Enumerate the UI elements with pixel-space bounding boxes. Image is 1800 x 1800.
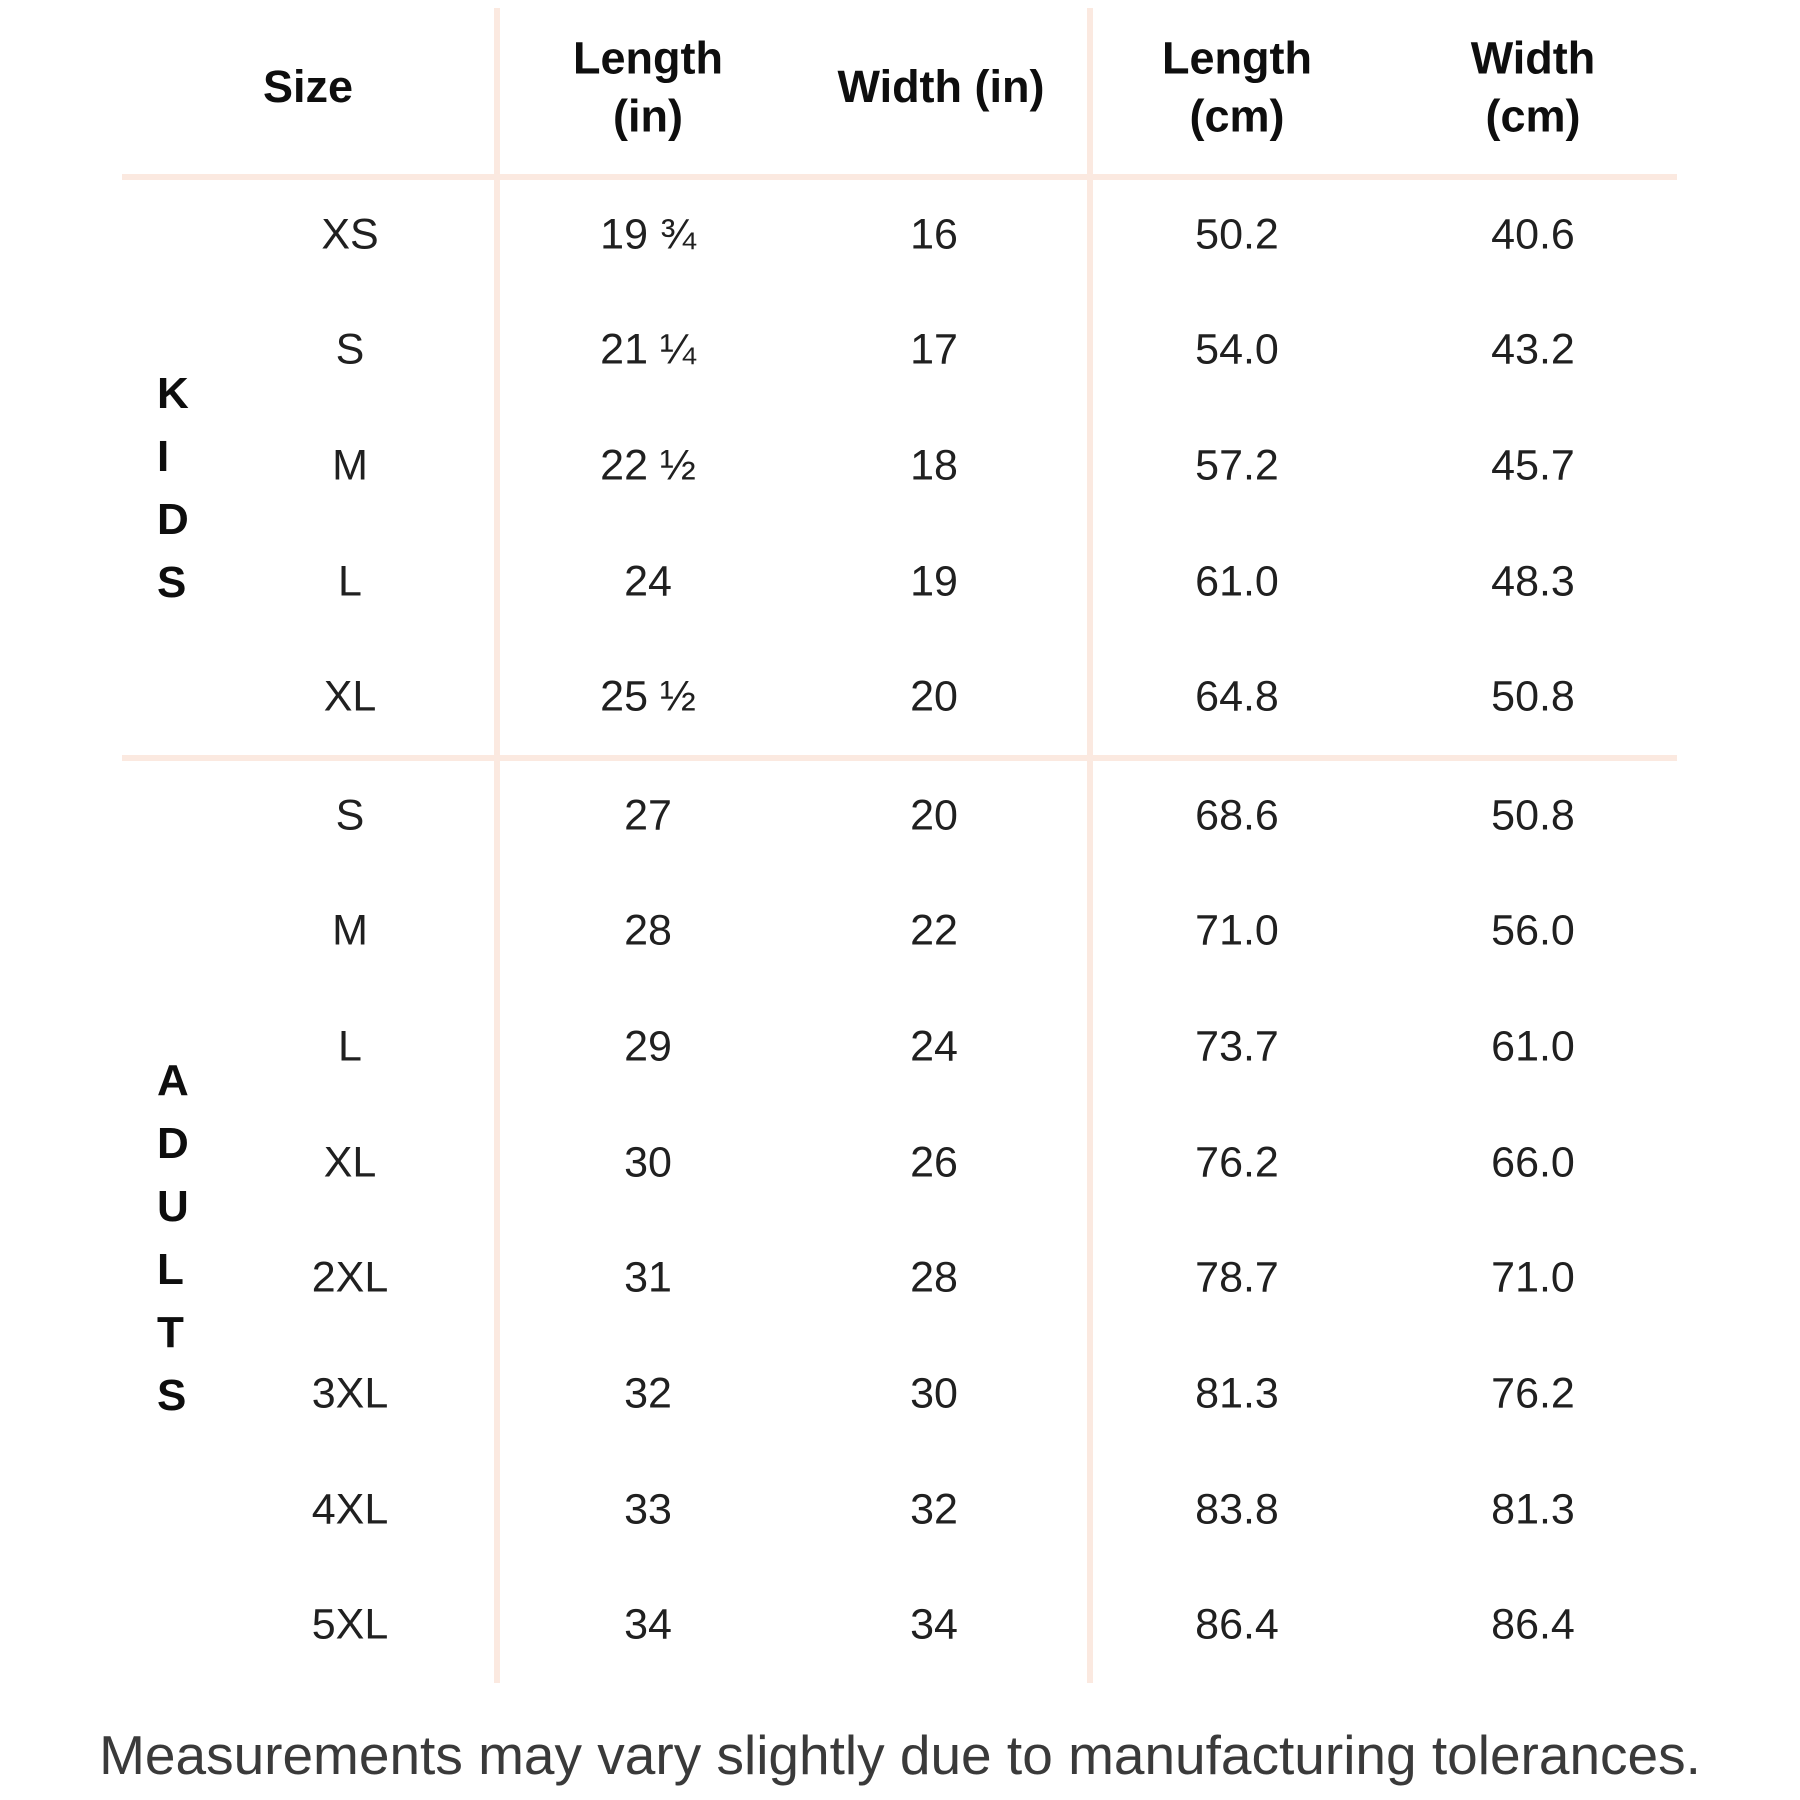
width-cm-cell: 81.3 (1491, 1485, 1575, 1534)
header-divider-line (122, 174, 1677, 180)
kids-section: XS 19 ¾ 16 50.2 40.6 S 21 ¼ 17 54.0 43.2… (0, 177, 1800, 755)
width-cm-cell: 56.0 (1491, 906, 1575, 955)
size-cell: L (338, 1022, 362, 1071)
size-cell: XL (323, 672, 377, 721)
width-in-cell: 28 (910, 1253, 958, 1302)
length-cm-cell: 73.7 (1195, 1022, 1279, 1071)
length-cm-cell: 50.2 (1195, 210, 1279, 259)
header-width-in: Width (in) (837, 61, 1045, 113)
width-cm-cell: 66.0 (1491, 1138, 1575, 1187)
table-row: 3XL 32 30 81.3 76.2 (0, 1336, 1800, 1452)
length-cm-cell: 78.7 (1195, 1253, 1279, 1302)
length-cm-cell: 64.8 (1195, 672, 1279, 721)
table-row: L 29 24 73.7 61.0 (0, 989, 1800, 1105)
length-in-cell: 24 (624, 557, 672, 606)
length-in-cell: 22 ½ (600, 441, 696, 490)
width-cm-cell: 50.8 (1491, 672, 1575, 721)
length-cm-cell: 57.2 (1195, 441, 1279, 490)
table-row: 2XL 31 28 78.7 71.0 (0, 1221, 1800, 1337)
length-in-cell: 32 (624, 1369, 672, 1418)
size-cell: XS (321, 210, 379, 259)
section-divider-line (122, 755, 1677, 761)
width-cm-cell: 50.8 (1491, 791, 1575, 840)
length-in-cell: 29 (624, 1022, 672, 1071)
header-width-cm: Width (cm) (1470, 32, 1596, 141)
table-row: 5XL 34 34 86.4 86.4 (0, 1567, 1800, 1683)
width-in-cell: 22 (910, 906, 958, 955)
vertical-divider-1 (494, 8, 500, 1683)
size-cell: 4XL (311, 1485, 389, 1534)
width-in-cell: 16 (910, 210, 958, 259)
length-in-cell: 33 (624, 1485, 672, 1534)
width-cm-cell: 76.2 (1491, 1369, 1575, 1418)
width-in-cell: 19 (910, 557, 958, 606)
length-cm-cell: 54.0 (1195, 325, 1279, 374)
footnote-text: Measurements may vary slightly due to ma… (99, 1724, 1701, 1786)
adults-section: S 27 20 68.6 50.8 M 28 22 71.0 56.0 L 29… (0, 758, 1800, 1683)
size-cell: 2XL (311, 1253, 389, 1302)
width-in-cell: 17 (910, 325, 958, 374)
table-header-row: Size Length (in) Width (in) Length (cm) … (0, 0, 1800, 174)
width-cm-cell: 86.4 (1491, 1600, 1575, 1649)
width-cm-cell: 48.3 (1491, 557, 1575, 606)
length-cm-cell: 61.0 (1195, 557, 1279, 606)
size-cell: 5XL (311, 1600, 389, 1649)
width-in-cell: 30 (910, 1369, 958, 1418)
width-in-cell: 18 (910, 441, 958, 490)
width-in-cell: 24 (910, 1022, 958, 1071)
table-row: M 22 ½ 18 57.2 45.7 (0, 408, 1800, 524)
length-cm-cell: 81.3 (1195, 1369, 1279, 1418)
table-row: S 27 20 68.6 50.8 (0, 758, 1800, 874)
table-row: XL 30 26 76.2 66.0 (0, 1105, 1800, 1221)
header-size: Size (262, 61, 354, 113)
length-in-cell: 25 ½ (600, 672, 696, 721)
width-in-cell: 20 (910, 791, 958, 840)
length-cm-cell: 68.6 (1195, 791, 1279, 840)
length-cm-cell: 83.8 (1195, 1485, 1279, 1534)
width-cm-cell: 71.0 (1491, 1253, 1575, 1302)
width-in-cell: 32 (910, 1485, 958, 1534)
length-in-cell: 34 (624, 1600, 672, 1649)
width-in-cell: 26 (910, 1138, 958, 1187)
table-row: XS 19 ¾ 16 50.2 40.6 (0, 177, 1800, 293)
header-length-cm: Length (cm) (1162, 32, 1312, 141)
size-cell: M (332, 441, 368, 490)
header-length-in: Length (in) (573, 32, 723, 141)
size-cell: L (338, 557, 362, 606)
length-in-cell: 30 (624, 1138, 672, 1187)
width-cm-cell: 43.2 (1491, 325, 1575, 374)
length-cm-cell: 76.2 (1195, 1138, 1279, 1187)
width-cm-cell: 61.0 (1491, 1022, 1575, 1071)
table-row: S 21 ¼ 17 54.0 43.2 (0, 293, 1800, 409)
table-row: L 24 19 61.0 48.3 (0, 524, 1800, 640)
length-in-cell: 19 ¾ (600, 210, 696, 259)
length-cm-cell: 71.0 (1195, 906, 1279, 955)
length-in-cell: 21 ¼ (600, 325, 696, 374)
length-in-cell: 31 (624, 1253, 672, 1302)
width-in-cell: 34 (910, 1600, 958, 1649)
size-cell: M (332, 906, 368, 955)
size-cell: S (335, 791, 365, 840)
table-row: 4XL 33 32 83.8 81.3 (0, 1452, 1800, 1568)
length-in-cell: 27 (624, 791, 672, 840)
width-cm-cell: 40.6 (1491, 210, 1575, 259)
size-cell: S (335, 325, 365, 374)
table-row: M 28 22 71.0 56.0 (0, 874, 1800, 990)
width-cm-cell: 45.7 (1491, 441, 1575, 490)
length-cm-cell: 86.4 (1195, 1600, 1279, 1649)
table-row: XL 25 ½ 20 64.8 50.8 (0, 639, 1800, 755)
width-in-cell: 20 (910, 672, 958, 721)
vertical-divider-2 (1087, 8, 1093, 1683)
size-cell: XL (323, 1138, 377, 1187)
size-cell: 3XL (311, 1369, 389, 1418)
length-in-cell: 28 (624, 906, 672, 955)
